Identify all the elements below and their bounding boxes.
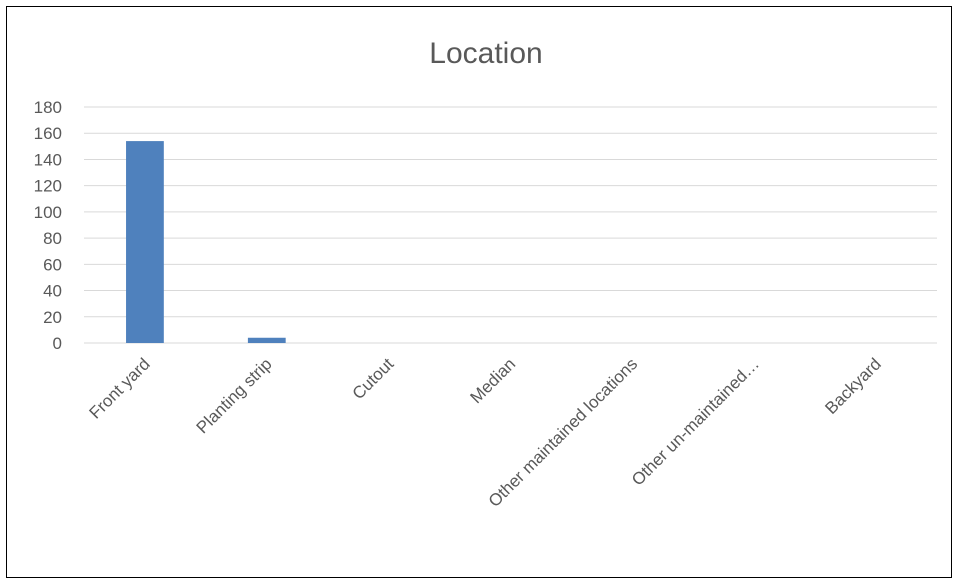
x-tick-label: Cutout — [349, 354, 398, 403]
y-tick-label: 40 — [43, 282, 62, 301]
bars — [126, 141, 286, 343]
y-tick-label: 160 — [34, 124, 62, 143]
x-tick-label: Planting strip — [193, 354, 276, 437]
y-tick-label: 120 — [34, 177, 62, 196]
x-tick-label: Other un-maintained… — [628, 354, 763, 489]
x-tick-label: Median — [466, 354, 519, 407]
y-tick-label: 80 — [43, 229, 62, 248]
chart-title: Location — [429, 37, 542, 70]
y-tick-label: 100 — [34, 203, 62, 222]
x-axis-tick-labels: Front yard Planting strip Cutout Median Othe… — [86, 354, 885, 511]
gridlines — [84, 106, 937, 344]
y-tick-label: 140 — [34, 150, 62, 169]
y-tick-label: 60 — [43, 255, 62, 274]
x-tick-label: Front yard — [86, 354, 154, 422]
y-axis-tick-labels: 0 20 40 60 80 100 120 140 160 180 — [34, 98, 62, 353]
bar-1 — [247, 337, 286, 343]
y-tick-label: 180 — [34, 98, 62, 117]
y-tick-label: 20 — [43, 308, 62, 327]
x-tick-label: Backyard — [821, 354, 885, 418]
bar-0 — [126, 141, 164, 343]
y-tick-label: 0 — [53, 334, 62, 353]
